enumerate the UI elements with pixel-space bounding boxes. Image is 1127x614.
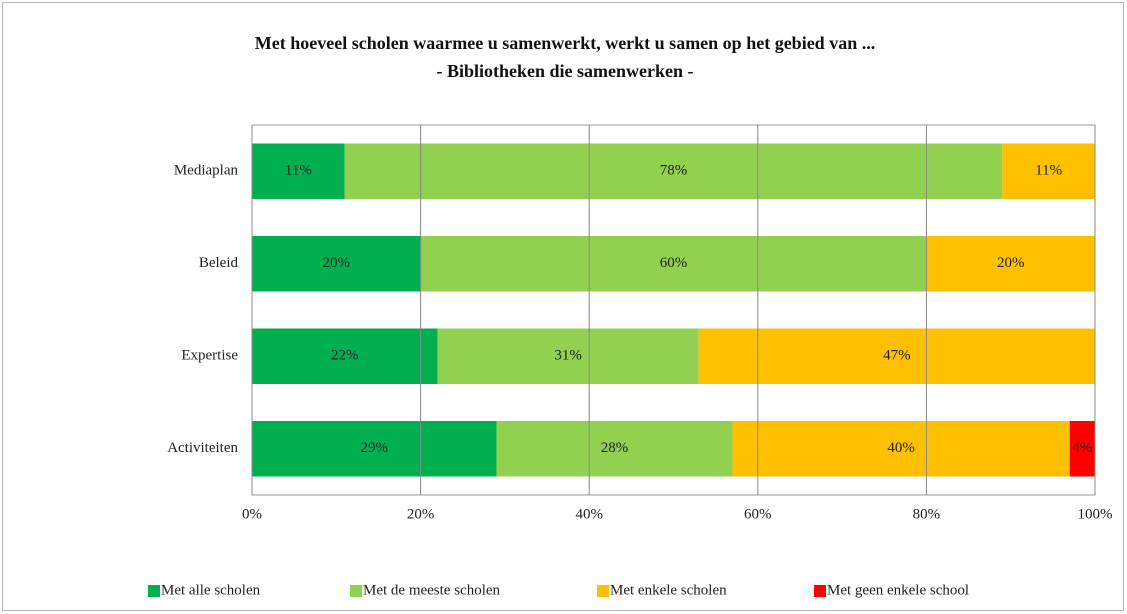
data-label: 60% bbox=[660, 255, 688, 271]
x-tick-label: 80% bbox=[913, 506, 941, 522]
data-label: 40% bbox=[887, 440, 915, 456]
chart-title: Met hoeveel scholen waarmee u samenwerkt… bbox=[255, 33, 875, 53]
x-tick-label: 60% bbox=[744, 506, 772, 522]
data-label: 29% bbox=[360, 440, 388, 456]
y-tick-label: Beleid bbox=[199, 255, 239, 271]
bar-segment bbox=[344, 143, 1003, 199]
y-tick-label: Activiteiten bbox=[167, 440, 238, 456]
legend-label: Met geen enkele school bbox=[827, 582, 969, 598]
y-tick-label: Mediaplan bbox=[174, 163, 239, 179]
bar-segment bbox=[732, 421, 1070, 477]
data-label: 78% bbox=[660, 163, 688, 179]
bar-segment bbox=[252, 236, 421, 292]
data-label: 20% bbox=[323, 255, 351, 271]
bar-segment bbox=[496, 421, 733, 477]
bars bbox=[252, 143, 1095, 477]
bar-segment bbox=[252, 328, 438, 384]
bar-segment bbox=[1069, 421, 1095, 477]
bar-segment bbox=[437, 328, 699, 384]
bar-segment bbox=[252, 421, 497, 477]
data-label: 11% bbox=[285, 163, 312, 179]
legend-label: Met enkele scholen bbox=[610, 582, 727, 598]
legend-swatch bbox=[148, 585, 160, 597]
data-label: 22% bbox=[331, 348, 359, 364]
x-tick-label: 0% bbox=[242, 506, 262, 522]
legend-label: Met alle scholen bbox=[161, 582, 261, 598]
bar-segment bbox=[252, 143, 345, 199]
chart-subtitle: - Bibliotheken die samenwerken - bbox=[436, 61, 693, 81]
x-tick-label: 40% bbox=[575, 506, 603, 522]
bar-segment bbox=[926, 236, 1095, 292]
bar-segment bbox=[420, 236, 927, 292]
x-tick-label: 100% bbox=[1078, 506, 1113, 522]
data-label: 31% bbox=[554, 348, 582, 364]
bar-segment bbox=[1002, 143, 1095, 199]
data-label: 11% bbox=[1035, 163, 1062, 179]
data-label: 47% bbox=[883, 348, 911, 364]
legend-swatch bbox=[350, 585, 362, 597]
legend-label: Met de meeste scholen bbox=[363, 582, 501, 598]
y-tick-label: Expertise bbox=[181, 348, 238, 364]
bar-segment bbox=[698, 328, 1095, 384]
data-label: 28% bbox=[601, 440, 629, 456]
legend-swatch bbox=[597, 585, 609, 597]
x-tick-label: 20% bbox=[407, 506, 435, 522]
data-label: 4% bbox=[1072, 440, 1092, 456]
legend-swatch bbox=[814, 585, 826, 597]
data-label: 20% bbox=[997, 255, 1025, 271]
